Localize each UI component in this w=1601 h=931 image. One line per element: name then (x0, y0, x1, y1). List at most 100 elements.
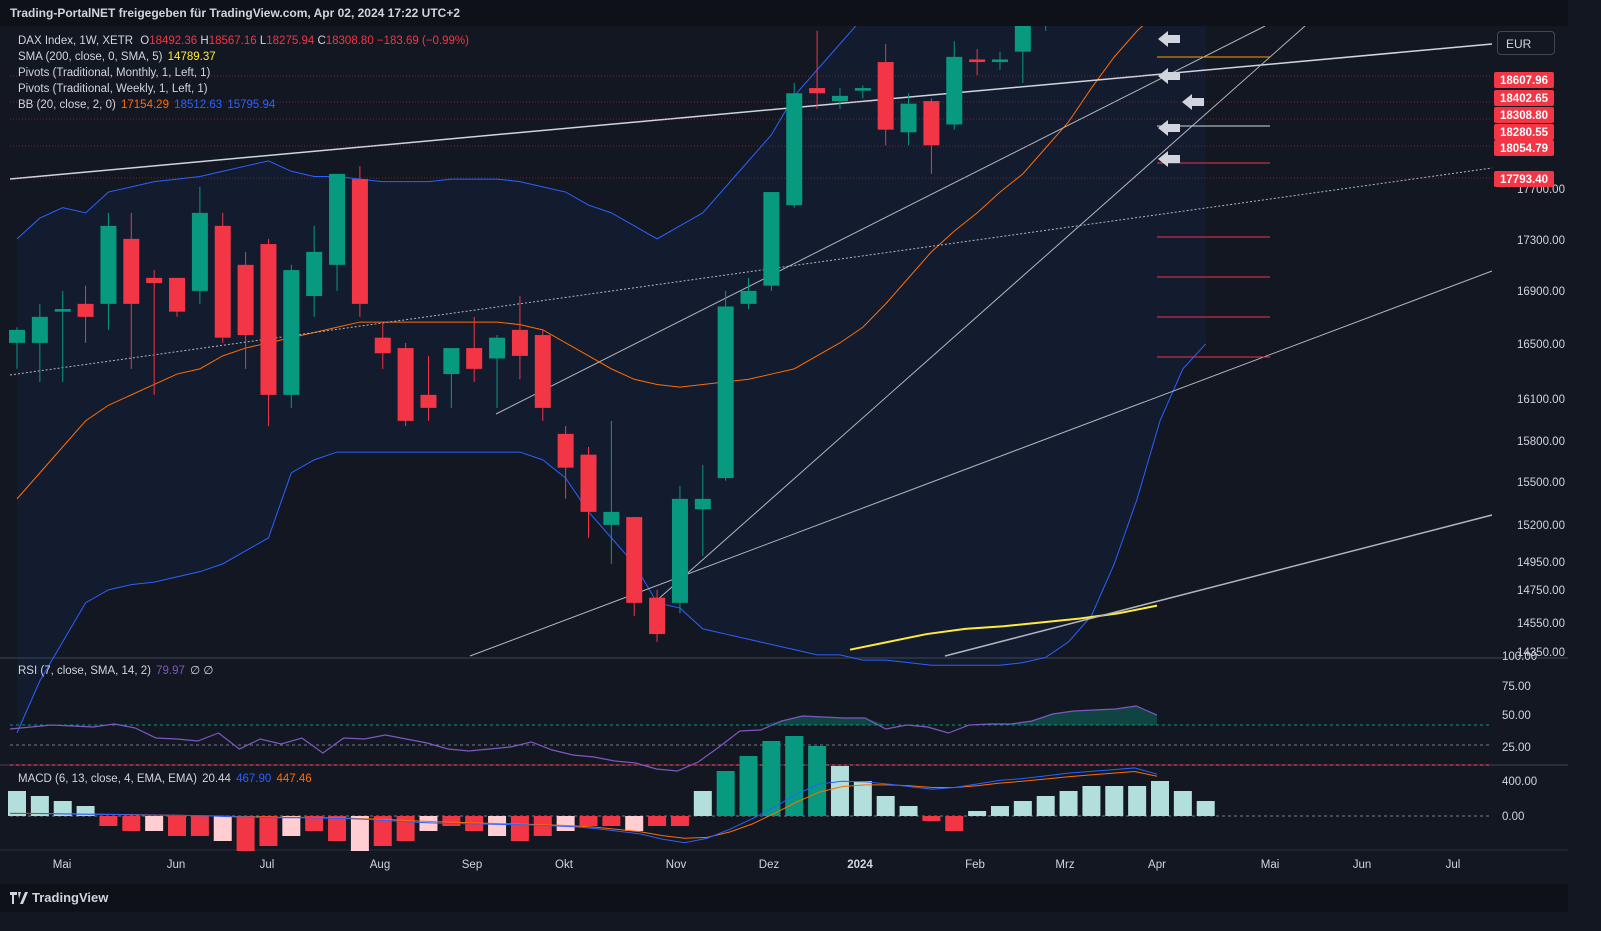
candle-body (146, 277, 163, 284)
legend-bb-label: BB (20, close, 2, 0) (18, 99, 116, 111)
candle-body (123, 238, 140, 304)
macd-histogram-bar (1105, 786, 1124, 816)
legend-rsi-label: RSI (7, close, SMA, 14, 2) (18, 665, 151, 677)
footer-bar: TradingView (0, 884, 1568, 912)
currency-selector[interactable]: EUR (1497, 31, 1555, 55)
candle-body (283, 270, 300, 395)
macd-histogram-bar (30, 796, 49, 816)
legend-change: −183.69 (−0.99%) (376, 35, 469, 47)
legend-sma[interactable]: SMA (200, close, 0, SMA, 5) 14789.37 (18, 49, 216, 65)
bb-upper-line (16, 26, 857, 240)
time-axis-label: Aug (370, 859, 390, 871)
rsi-overbought-fill (10, 706, 1157, 725)
legend-rsi[interactable]: RSI (7, close, SMA, 14, 2) 79.97 ∅ ∅ (18, 663, 213, 679)
candle-body (191, 212, 208, 291)
legend-pivots-monthly[interactable]: Pivots (Traditional, Monthly, 1, Left, 1… (18, 67, 211, 79)
macd-histogram-bar (968, 811, 987, 816)
legend-bb[interactable]: BB (20, close, 2, 0) 17154.29 18512.63 1… (18, 97, 275, 113)
macd-histogram-bar (488, 816, 507, 836)
price-axis-tick: 14550.00 (1517, 618, 1565, 630)
legend-macd-macd: 467.90 (236, 773, 272, 785)
macd-histogram-bar (8, 791, 26, 816)
candle-body (260, 244, 277, 395)
price-axis-tick: 16500.00 (1517, 339, 1565, 351)
legend-low-label: L (259, 35, 267, 47)
candle-body (100, 225, 117, 304)
candle-body (306, 251, 323, 297)
candle-body (900, 103, 917, 133)
price-label-box (1494, 124, 1554, 140)
legend-symbol[interactable]: DAX Index, 1W, XETR O18492.36 H18567.16 … (18, 33, 469, 49)
candle-body (374, 337, 391, 354)
price-label-box (1494, 72, 1554, 88)
macd-histogram-bar (1013, 801, 1032, 816)
candle-body (603, 511, 620, 525)
legend-open-label: O (140, 35, 150, 47)
time-axis-label: Sep (462, 859, 482, 871)
legend-high: 18567.16 (208, 35, 257, 47)
tradingview-logo-icon (10, 891, 28, 904)
macd-histogram-bar (145, 816, 164, 831)
macd-histogram-bar (876, 796, 895, 816)
legend-close-label: C (317, 35, 326, 47)
macd-histogram-bar (1128, 786, 1147, 816)
time-axis-label: Dez (759, 859, 780, 871)
price-axis-tick: 14950.00 (1517, 557, 1565, 569)
candle-body (649, 597, 666, 635)
rsi-axis-tick: 75.00 (1502, 681, 1531, 693)
legend-high-label: H (200, 35, 209, 47)
trendline-bottom (944, 514, 1493, 657)
candle-body (991, 59, 1008, 63)
candle-body (717, 306, 734, 479)
macd-histogram-bar (99, 816, 118, 826)
price-axis-tick: 16900.00 (1517, 286, 1565, 298)
macd-histogram-bar (1173, 791, 1192, 816)
macd-histogram-bar (990, 806, 1009, 816)
price-label: 18402.65 (1500, 93, 1549, 105)
price-label: 18607.96 (1500, 75, 1548, 87)
macd-histogram-bar (648, 816, 667, 826)
price-axis-tick: 14350.00 (1517, 647, 1565, 659)
rsi-line (9, 705, 1158, 772)
time-axis-label: Mai (1261, 859, 1280, 871)
candle-body (214, 225, 231, 338)
price-label-box (1494, 107, 1554, 123)
publisher-header: Trading-PortalNET freigegeben für Tradin… (0, 0, 1568, 26)
legend-macd-hist: 20.44 (202, 773, 231, 785)
candle-body (1014, 26, 1031, 52)
time-axis-label: Jul (260, 859, 275, 871)
legend-bb-lower: 15795.94 (227, 99, 276, 111)
macd-histogram-bar (76, 806, 95, 816)
candle-body (877, 62, 894, 130)
legend-pivots-weekly[interactable]: Pivots (Traditional, Weekly, 1, Left, 1) (18, 83, 208, 95)
candle-body (420, 394, 437, 408)
macd-histogram-bar (373, 816, 392, 846)
candle-body (557, 433, 574, 468)
legend-close: 18308.80 (325, 35, 374, 47)
chart-area[interactable]: 14350.00 14550.00 14750.00 14950.00 15200.00… (0, 26, 1568, 884)
price-axis-tick: 17300.00 (1517, 235, 1565, 247)
macd-histogram-bar (282, 816, 301, 836)
price-axis-tick: 15800.00 (1517, 436, 1565, 448)
trendline-dotted (9, 167, 1493, 376)
time-axis-label: 2024 (847, 859, 873, 871)
macd-histogram-bar (808, 746, 827, 816)
price-axis-tick: 15200.00 (1517, 520, 1565, 532)
candle-body (169, 277, 186, 312)
price-axis-tick: 16100.00 (1517, 394, 1565, 406)
candle-body (946, 56, 963, 125)
macd-histogram-bar (1082, 786, 1101, 816)
time-axis-label: Mrz (1055, 859, 1074, 871)
macd-axis-tick: 400.00 (1502, 776, 1537, 788)
legend-bb-upper: 18512.63 (174, 99, 223, 111)
channel-upper (495, 26, 1266, 415)
macd-histogram-bar (693, 791, 712, 816)
macd-axis-tick: 0.00 (1502, 811, 1524, 823)
time-axis-label: Jun (1353, 859, 1372, 871)
price-label: 18308.80 (1500, 110, 1548, 122)
tradingview-logo[interactable]: TradingView (10, 890, 108, 905)
candle-body (397, 348, 414, 421)
candle-body (329, 173, 346, 265)
rsi-axis-tick: 25.00 (1502, 742, 1531, 754)
legend-macd[interactable]: MACD (6, 13, close, 4, EMA, EMA) 20.44 4… (18, 771, 312, 787)
